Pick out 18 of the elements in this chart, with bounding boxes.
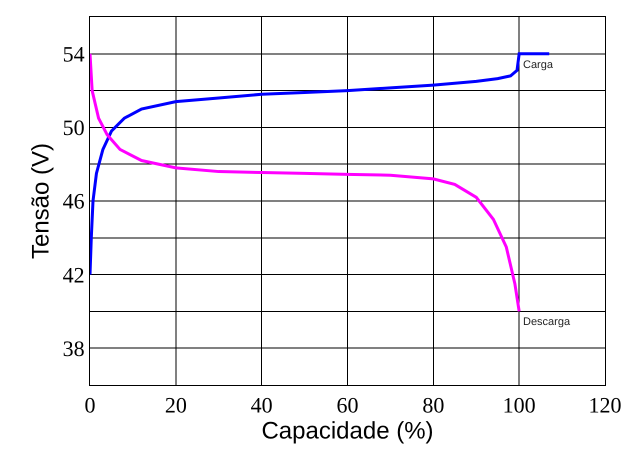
y-tick-label: 50 (62, 115, 85, 140)
y-axis-title: Tensão (V) (28, 142, 55, 260)
y-tick-label: 54 (62, 42, 85, 66)
x-tick-label: 20 (164, 392, 187, 418)
y-tick-label: 42 (62, 262, 85, 288)
y-tick-label: 46 (62, 188, 85, 214)
x-tick-label: 80 (422, 392, 444, 418)
line-series (90, 52, 551, 276)
x-tick-label: 60 (336, 392, 358, 418)
x-tick-label: 100 (502, 392, 536, 418)
x-tick-label: 0 (84, 392, 96, 418)
annotation: Descarga (523, 316, 571, 328)
line-series (90, 52, 521, 313)
x-axis-title: Capacidade (%) (261, 417, 434, 444)
x-tick-label: 120 (588, 392, 622, 418)
x-tick-label: 40 (250, 392, 273, 418)
annotation: Carga (523, 59, 554, 71)
y-tick-label: 38 (62, 336, 85, 361)
